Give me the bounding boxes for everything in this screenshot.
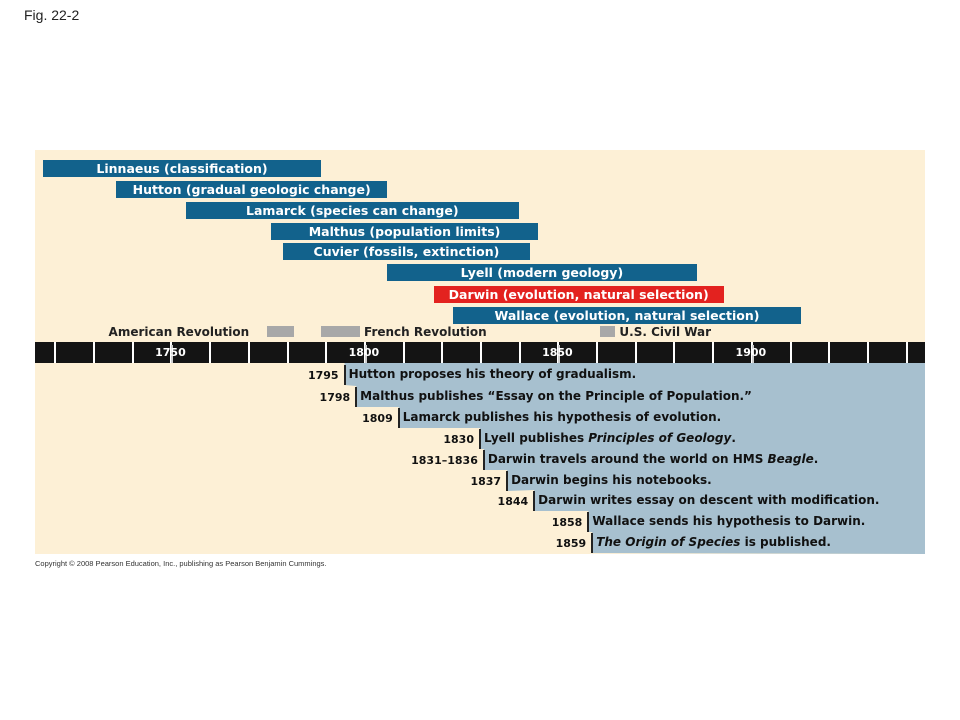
milestone-text: Hutton proposes his theory of gradualism… <box>348 367 637 381</box>
axis-major-tick <box>364 345 367 363</box>
milestone-marker <box>479 429 481 449</box>
axis-tick <box>286 342 289 363</box>
axis-tick <box>131 342 134 363</box>
lifespan-bar: Cuvier (fossils, extinction) <box>282 243 531 260</box>
lifespan-bar: Lyell (modern geology) <box>387 264 697 281</box>
axis-tick <box>634 342 637 363</box>
milestone-year: 1859 <box>555 537 587 550</box>
milestone-year: 1830 <box>443 433 474 446</box>
event-span <box>321 326 361 337</box>
axis-tick <box>209 342 212 363</box>
milestone-text-part: . <box>813 452 819 466</box>
milestone-text-part: Darwin travels around the world on HMS <box>487 452 768 466</box>
milestone-marker <box>506 471 509 491</box>
axis-tick <box>441 342 444 363</box>
copyright-notice: Copyright © 2008 Pearson Education, Inc.… <box>35 559 327 568</box>
event-label: French Revolution <box>364 325 487 339</box>
lifespan-bar: Wallace (evolution, natural selection) <box>452 307 802 324</box>
milestone-text: Lyell publishes Principles of Geology. <box>484 431 736 445</box>
milestone-text-part: . <box>731 431 736 445</box>
milestone-text-italic: Beagle <box>767 452 814 466</box>
milestone-text: Darwin writes essay on descent with modi… <box>538 493 880 507</box>
axis-tick-label: 1750 <box>155 346 186 359</box>
milestone-marker <box>587 512 590 532</box>
milestone-text-part: is published. <box>740 535 831 549</box>
milestone-text-italic: The Origin of Species <box>596 535 741 549</box>
lifespan-bar: Linnaeus (classification) <box>42 160 322 177</box>
milestone-text: Malthus publishes “Essay on the Principl… <box>360 389 752 403</box>
milestone-text-italic: Principles of Geology <box>588 431 732 445</box>
milestone-text-part: Lyell publishes <box>484 431 589 445</box>
axis-tick <box>789 342 792 363</box>
axis-major-tick <box>558 345 561 363</box>
milestone-marker <box>533 491 536 511</box>
axis-major-tick <box>751 345 754 363</box>
milestone-year: 1798 <box>319 391 351 404</box>
axis-major-tick <box>171 345 174 363</box>
axis-tick <box>54 342 57 363</box>
axis-tick-label: 1900 <box>735 346 767 359</box>
axis-tick <box>518 342 521 363</box>
lifespan-bar: Malthus (population limits) <box>271 223 539 240</box>
event-label: U.S. Civil War <box>619 325 712 339</box>
axis-tick <box>673 342 676 363</box>
axis-tick <box>325 342 328 363</box>
axis-tick <box>866 342 869 363</box>
lifespan-bar: Hutton (gradual geologic change) <box>116 181 388 198</box>
milestone-year: 1809 <box>362 412 393 425</box>
axis-tick-label: 1800 <box>348 346 380 359</box>
milestone-text: Darwin travels around the world on HMS B… <box>488 452 818 466</box>
axis-tick <box>828 342 831 363</box>
axis-tick <box>712 342 715 363</box>
axis-tick <box>480 342 482 363</box>
figure-label: Fig. 22-2 <box>24 7 80 23</box>
axis-tick <box>93 342 96 363</box>
milestone-marker <box>355 387 358 407</box>
event-span <box>599 326 616 337</box>
milestone-marker <box>482 450 485 470</box>
milestone-marker <box>343 365 346 385</box>
milestone-year: 1831–1836 <box>411 454 478 467</box>
event-span <box>267 326 295 337</box>
axis-tick <box>905 342 908 363</box>
axis-tick <box>402 342 405 363</box>
event-label: American Revolution <box>108 325 250 339</box>
milestone-year: 1837 <box>470 475 502 488</box>
milestone-text: Wallace sends his hypothesis to Darwin. <box>592 514 866 528</box>
milestone-marker <box>591 533 594 553</box>
lifespan-bar: Lamarck (species can change) <box>185 202 519 219</box>
milestone-text: Lamarck publishes his hypothesis of evol… <box>402 410 722 424</box>
axis-tick <box>596 342 599 363</box>
milestone-year: 1795 <box>307 369 339 382</box>
milestone-text: The Origin of Species is published. <box>596 535 831 549</box>
year-axis: 1750 1800 1850 1900 <box>35 342 925 363</box>
milestone-year: 1858 <box>551 516 583 529</box>
milestone-year: 1844 <box>497 495 529 508</box>
axis-tick <box>247 342 250 363</box>
axis-tick-label: 1850 <box>542 346 573 359</box>
milestone-marker <box>397 408 400 428</box>
lifespan-bar: Darwin (evolution, natural selection) <box>433 286 724 303</box>
milestone-text: Darwin begins his notebooks. <box>511 473 712 487</box>
